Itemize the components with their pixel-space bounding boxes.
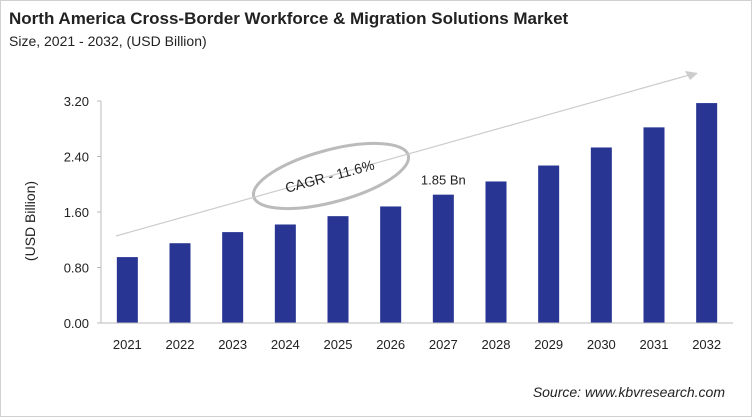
x-tick-label: 2022: [166, 337, 195, 352]
x-tick-label: 2027: [429, 337, 458, 352]
bar-2025: [327, 216, 349, 323]
y-tick-label: 3.20: [64, 94, 89, 109]
bar-2031: [643, 127, 665, 323]
x-tick-label: 2025: [324, 337, 353, 352]
bar-2030: [590, 147, 612, 323]
x-tick-label: 2021: [113, 337, 142, 352]
x-tick-label: 2030: [587, 337, 616, 352]
y-tick-label: 0.00: [64, 316, 89, 331]
bar-2023: [222, 232, 244, 323]
x-tick-label: 2023: [218, 337, 247, 352]
bar-2024: [274, 224, 296, 323]
x-tick-label: 2024: [271, 337, 300, 352]
trend-arrow-head: [685, 71, 698, 80]
x-tick-label: 2031: [640, 337, 669, 352]
y-axis-label: (USD Billion): [22, 181, 38, 261]
bar-2028: [485, 181, 507, 323]
bar-2029: [538, 165, 560, 323]
y-tick-label: 2.40: [64, 150, 89, 165]
x-tick-label: 2029: [534, 337, 563, 352]
bar-2021: [116, 257, 138, 323]
bar-2022: [169, 243, 191, 323]
trend-arrow: [115, 73, 694, 237]
y-tick-label: 1.60: [64, 205, 89, 220]
bar-2032: [696, 103, 718, 323]
data-label: 1.85 Bn: [421, 173, 466, 188]
bar-2027: [432, 194, 454, 323]
x-tick-label: 2028: [482, 337, 511, 352]
y-tick-label: 0.80: [64, 261, 89, 276]
chart-title: North America Cross-Border Workforce & M…: [9, 9, 569, 28]
source-note: Source: www.kbvresearch.com: [532, 384, 725, 400]
x-tick-label: 2032: [692, 337, 721, 352]
x-tick-label: 2026: [376, 337, 405, 352]
bar-2026: [380, 206, 402, 323]
chart-subtitle: Size, 2021 - 2032, (USD Billion): [9, 33, 207, 49]
